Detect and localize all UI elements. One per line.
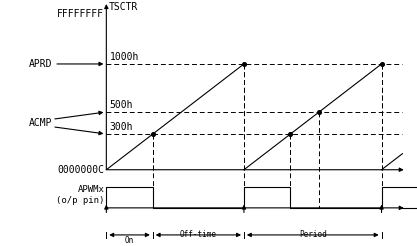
Text: FFFFFFFF: FFFFFFFF (57, 9, 104, 18)
Point (378, 62, 385, 66)
Text: Period: Period (299, 230, 327, 239)
Text: APWMx
(o/p pin): APWMx (o/p pin) (56, 185, 104, 205)
Point (316, 110, 322, 114)
Text: 0000000C: 0000000C (57, 165, 104, 175)
Text: APRD: APRD (29, 59, 52, 69)
Text: 500h: 500h (110, 100, 133, 110)
Text: ACMP: ACMP (29, 118, 52, 128)
Text: Off-time: Off-time (180, 230, 217, 239)
Text: 1000h: 1000h (110, 52, 139, 62)
Text: On
time: On time (120, 236, 139, 246)
Text: 300h: 300h (110, 122, 133, 132)
Point (149, 132, 156, 136)
Point (241, 62, 247, 66)
Text: TSCTR: TSCTR (108, 2, 138, 13)
Point (287, 132, 294, 136)
